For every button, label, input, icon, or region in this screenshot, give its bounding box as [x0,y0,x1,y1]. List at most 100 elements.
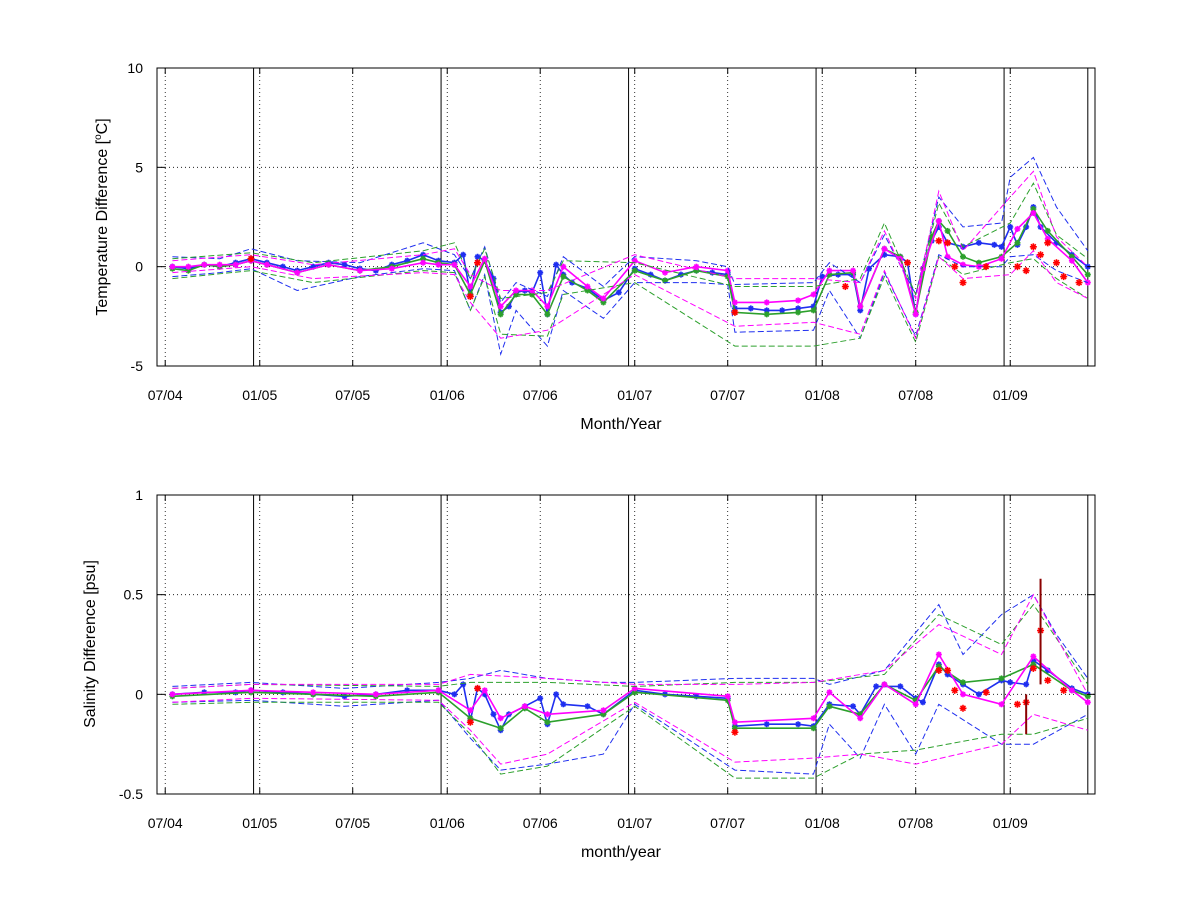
data-point [497,303,504,310]
data-point [731,728,739,736]
data-point [553,261,560,268]
data-point [325,261,332,268]
x-tick-label: 07/07 [710,387,745,403]
data-point [584,283,591,290]
y-tick-label: 10 [127,60,143,76]
data-point [826,267,833,274]
data-point [1030,206,1037,213]
data-point [1013,263,1021,271]
data-point [544,719,551,726]
salinity-series-3-blue-dashed [172,594,1089,689]
data-point [944,666,952,674]
series-line [172,699,1089,775]
temperature-axes-frame [156,67,1096,367]
data-point [975,259,982,266]
x-tick-label: 07/06 [523,815,558,831]
data-point [497,725,504,732]
y-tick-label: 0 [135,259,143,275]
data-point [1014,239,1021,246]
data-point [341,693,348,700]
x-tick-label: 07/04 [148,815,183,831]
data-point [935,651,942,658]
data-point [537,695,544,702]
y-tick-label: -0.5 [119,786,143,802]
x-tick-label: 07/06 [523,387,558,403]
salinity-series-4-blue-dashed [172,699,1089,775]
temperature-series-9-red-markers [247,237,1083,316]
data-point [919,699,926,706]
data-point [810,715,817,722]
temperature-ylabel: Temperature Difference [oC] [93,118,111,315]
data-point [584,287,591,294]
data-point [998,701,1005,708]
y-tick-label: 5 [135,159,143,175]
data-point [857,303,864,310]
data-point [1044,239,1052,247]
data-point [763,721,770,728]
x-tick-label: 01/07 [617,815,652,831]
data-point [1007,679,1014,686]
data-point [460,251,467,258]
data-point [951,686,959,694]
salinity-gridlines [157,494,1095,795]
data-point [998,255,1005,262]
x-tick-label: 07/05 [335,815,370,831]
x-tick-label: 01/06 [430,387,465,403]
temperature-difference-panel: Month/Year Temperature Difference [oC] 0… [93,60,1096,433]
data-point [959,679,966,686]
series-line [172,701,1088,779]
series-line [172,250,1089,340]
data-point [975,691,982,698]
salinity-difference-panel: month/year Salinity Difference [psu] 07/… [82,487,1096,861]
data-point [731,719,738,726]
series-line [172,253,1088,356]
y-tick-label: 1 [135,487,143,503]
data-point [1060,273,1068,281]
data-point [1060,686,1068,694]
data-point [935,237,943,245]
data-point [467,715,474,722]
data-point [826,689,833,696]
data-point [356,267,363,274]
data-point [841,283,849,291]
temperature-gridlines [157,67,1095,367]
data-point [474,253,481,260]
data-point [341,261,348,268]
data-point [584,703,591,710]
data-point [388,265,395,272]
data-point [944,227,951,234]
data-point [201,261,208,268]
data-point [1013,700,1021,708]
x-tick-label: 01/06 [430,815,465,831]
data-point [1068,257,1075,264]
data-point [810,725,817,732]
data-point [216,261,223,268]
data-point [795,721,802,728]
data-point [490,711,497,718]
data-point [185,263,192,270]
data-point [263,261,270,268]
data-point [873,683,880,690]
data-point [169,263,176,270]
y-tick-label: 0.5 [124,587,144,603]
x-tick-label: 07/08 [898,387,933,403]
data-point [795,309,802,316]
temperature-vertical-markers [253,68,1089,366]
data-point [1037,251,1045,259]
salinity-series-7-magenta-dashed [172,593,1089,695]
data-point [435,261,442,268]
data-point [560,263,567,270]
data-point [662,277,669,284]
data-point [185,267,192,274]
data-point [982,688,990,696]
data-point [904,259,912,267]
data-point [481,687,488,694]
temperature-series-4-blue-dashed [172,253,1088,356]
data-point [731,308,739,316]
data-point [998,675,1005,682]
data-point [310,689,317,696]
salinity-series-9-red-markers [466,627,1068,736]
x-tick-label: 07/04 [148,387,183,403]
series-line [172,603,1089,689]
data-point [1007,223,1014,230]
